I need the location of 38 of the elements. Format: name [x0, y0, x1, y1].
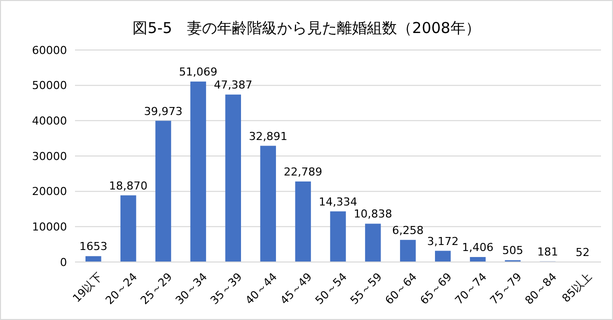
- x-tick-label: 85以上: [560, 270, 594, 306]
- y-tick-label: 30000: [32, 150, 67, 163]
- data-label: 10,838: [354, 208, 392, 221]
- x-tick-label: 40～44: [242, 270, 280, 308]
- data-label: 6,258: [392, 224, 424, 237]
- data-label: 39,973: [144, 104, 182, 118]
- y-tick-label: 50000: [32, 79, 67, 92]
- data-label: 52: [576, 246, 590, 259]
- data-label: 47,387: [214, 78, 252, 92]
- x-tick-label: 45～49: [278, 270, 315, 308]
- y-tick-label: 10000: [32, 220, 67, 234]
- data-label: 181: [537, 245, 558, 258]
- data-label: 14,334: [318, 195, 358, 208]
- x-tick-label: 65～69: [418, 270, 454, 308]
- x-tick-label: 55～59: [348, 270, 385, 308]
- x-tick-label: 19以下: [70, 270, 105, 306]
- x-tick-label: 35～39: [208, 270, 245, 308]
- y-tick-label: 20000: [32, 185, 67, 198]
- x-tick-label: 20～24: [103, 270, 140, 308]
- x-tick-label: 25～29: [138, 270, 175, 308]
- data-label: 32,891: [248, 130, 288, 143]
- x-tick-label: 75～79: [488, 270, 524, 308]
- x-tick-label: 50～54: [312, 270, 350, 308]
- data-label: 22,789: [284, 165, 322, 178]
- x-tick-label: 70～74: [452, 270, 490, 308]
- data-label: 505: [502, 244, 524, 258]
- x-tick-label: 60～64: [382, 270, 420, 308]
- y-tick-label: 0: [60, 256, 67, 269]
- data-label: 51,069: [178, 66, 218, 79]
- x-tick-label: 80～84: [522, 270, 560, 308]
- y-tick-label: 40000: [32, 114, 67, 128]
- x-tick-label: 30～34: [172, 270, 210, 308]
- data-label: 1653: [79, 240, 108, 254]
- data-label: 1,406: [462, 241, 494, 254]
- data-label: 18,870: [109, 179, 148, 192]
- y-tick-label: 60000: [32, 44, 67, 57]
- data-label: 3,172: [427, 234, 459, 248]
- chart-title: 図5-5 妻の年齢階級から見た離婚組数（2008年）: [132, 19, 480, 37]
